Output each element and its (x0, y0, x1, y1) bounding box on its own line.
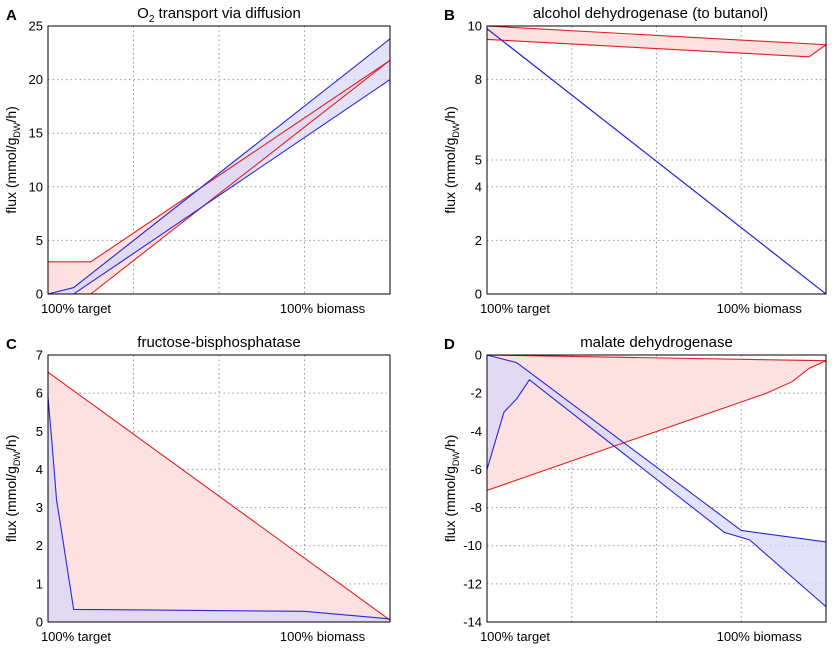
panel-c-letter: C (6, 336, 17, 353)
panel-b-y-tick-label: 10 (468, 19, 482, 34)
panel-b-ylabel: flux (mmol/gDW/h) (442, 106, 461, 214)
panel-d-y-tick-label: -14 (463, 615, 482, 630)
panel-c-y-tick-label: 7 (36, 348, 43, 363)
panel-b-ticks: 0 2 4 5 8 10 (468, 19, 482, 302)
panel-b-y-tick-label: 4 (475, 179, 482, 194)
panel-a-letter: A (6, 7, 17, 24)
panel-d-blue-band-fill (487, 355, 826, 607)
panel-a-y-tick-label: 25 (29, 19, 43, 34)
panel-b-red-lower-line (486, 38, 827, 58)
panel-b-ylabel-sub: DW (451, 122, 461, 137)
panel-c-y-tick-label: 3 (36, 500, 43, 515)
panel-c-y-tick-label: 5 (36, 424, 43, 439)
panel-a-ylabel: flux (mmol/gDW/h) (3, 106, 22, 214)
panel-b-title-text: alcohol dehydrogenase (to butanol) (533, 5, 768, 22)
panel-d-y-tick-label: 0 (475, 348, 482, 363)
panel-a-ylabel-suffix: /h) (3, 106, 19, 122)
panel-d-red-lower-line (486, 360, 827, 491)
panel-d-y-tick-label: -10 (463, 538, 482, 553)
panel-d-letter: D (444, 336, 455, 353)
panel-a-blue-upper-line (47, 38, 391, 295)
panel-c-ylabel-sub: DW (12, 451, 22, 466)
panel-c-plot-frame (47, 354, 391, 623)
panel-a-ticks: 0 5 10 15 20 25 (29, 19, 43, 302)
panel-b-y-tick-label: 2 (475, 233, 482, 248)
panel-b-letter: B (444, 7, 455, 24)
panel-a-y-tick-label: 10 (29, 179, 43, 194)
panel-d-blue-upper-line (486, 354, 827, 543)
panel-c-y-tick-label: 4 (36, 462, 43, 477)
panel-a-y-tick-label: 0 (36, 287, 43, 302)
panel-d-title: malate dehydrogenase (580, 334, 733, 351)
panel-c-y-tick-label: 1 (36, 576, 43, 591)
panel-a-ylabel-prefix: flux (mmol/g (3, 138, 19, 214)
panel-b-y-tick-label: 8 (475, 72, 482, 87)
panel-d-red-upper-line (486, 354, 827, 362)
panel-c-x-tick-right: 100% biomass (280, 629, 366, 644)
panel-d-ticks: 0 -2 -4 -6 -8 -10 -12 -14 (463, 348, 482, 630)
panel-c-ylabel-suffix: /h) (3, 435, 19, 451)
panel-b-title: alcohol dehydrogenase (to butanol) (533, 5, 768, 22)
panel-d-ylabel-sub: DW (451, 451, 461, 466)
panel-b-blue-lower-line (486, 28, 827, 295)
panel-d-bands (486, 354, 827, 608)
panel-a-x-tick-left: 100% target (41, 301, 111, 316)
panel-d-x-tick-right: 100% biomass (717, 629, 803, 644)
panel-a-title: O2 transport via diffusion (137, 5, 301, 25)
panel-a-x-tick-right: 100% biomass (280, 301, 366, 316)
panel-b-plot-frame (486, 25, 827, 295)
panel-a-title-prefix: O (137, 5, 149, 22)
panel-d-ylabel: flux (mmol/gDW/h) (442, 435, 461, 543)
panel-c-blue-upper-line (47, 396, 391, 620)
panel-b-x-tick-left: 100% target (480, 301, 550, 316)
panel-b-red-upper-line (486, 25, 827, 46)
panel-c-ylabel: flux (mmol/gDW/h) (3, 435, 22, 543)
panel-a-title-sub: 2 (149, 14, 155, 25)
panel-a-y-tick-label: 20 (29, 72, 43, 87)
panel-b-y-tick-label: 5 (475, 153, 482, 168)
panel-c-ylabel-prefix: flux (mmol/g (3, 466, 19, 542)
panel-c-y-tick-label: 0 (36, 615, 43, 630)
panel-a-red-upper-line (48, 59, 391, 263)
panel-d-y-tick-label: -4 (470, 424, 482, 439)
panel-c-x-tick-left: 100% target (41, 629, 111, 644)
panel-c-y-tick-label: 6 (36, 386, 43, 401)
panel-a-title-suffix: transport via diffusion (154, 5, 300, 22)
panel-d-blue-lower-line (486, 378, 827, 608)
panel-b-ylabel-suffix: /h) (442, 106, 458, 122)
panel-c-title: fructose-bisphosphatase (137, 334, 300, 351)
panel-a-ylabel-sub: DW (12, 122, 22, 137)
panel-d-y-tick-label: -2 (470, 386, 482, 401)
panel-b-bands (486, 25, 827, 295)
panel-b-x-tick-right: 100% biomass (717, 301, 803, 316)
panel-c-ticks: 0 1 2 3 4 5 6 7 (36, 348, 43, 630)
panel-d-ylabel-suffix: /h) (442, 435, 458, 451)
panel-a-plot-frame (47, 25, 391, 295)
panel-d-y-tick-label: -6 (470, 462, 482, 477)
panel-d-ylabel-prefix: flux (mmol/g (442, 466, 458, 542)
panel-d-plot-frame (486, 354, 827, 623)
panel-a-y-tick-label: 5 (36, 233, 43, 248)
panel-d-y-tick-label: -12 (463, 576, 482, 591)
panel-c-y-tick-label: 2 (36, 538, 43, 553)
panel-d-red-band-fill (487, 355, 826, 491)
panel-b-red-band-fill (487, 26, 826, 57)
panel-c-red-upper-line (47, 371, 391, 621)
panel-d-title-text: malate dehydrogenase (580, 334, 733, 351)
panel-d-y-tick-label: -8 (470, 500, 482, 515)
panel-c-title-text: fructose-bisphosphatase (137, 334, 300, 351)
panel-b-y-tick-label: 0 (475, 287, 482, 302)
panel-d-x-tick-left: 100% target (480, 629, 550, 644)
panel-b-ylabel-prefix: flux (mmol/g (442, 138, 458, 214)
panel-a-y-tick-label: 15 (29, 126, 43, 141)
